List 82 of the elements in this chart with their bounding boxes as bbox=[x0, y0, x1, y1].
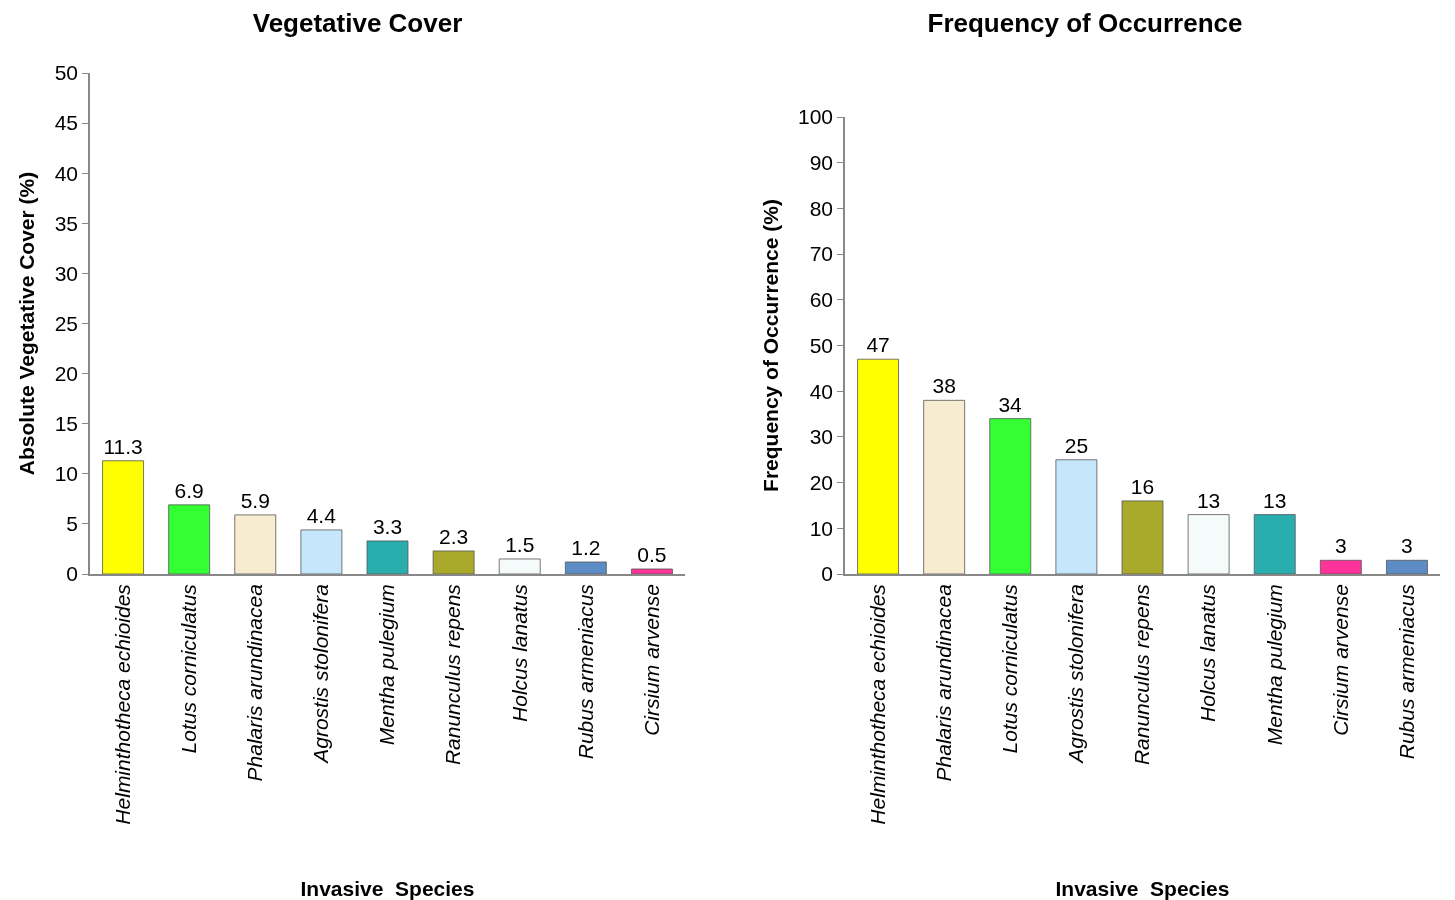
bar bbox=[1121, 500, 1164, 574]
y-tick-label: 30 bbox=[54, 261, 79, 285]
bar bbox=[1187, 514, 1230, 574]
bar bbox=[1055, 459, 1098, 574]
y-tick-label: 10 bbox=[54, 462, 79, 486]
y-tick-label: 10 bbox=[809, 516, 834, 540]
x-tick-label: Cirsium arvense bbox=[1328, 584, 1352, 736]
x-tick-label: Ranunculus repens bbox=[441, 583, 465, 766]
data-label: 3 bbox=[1401, 534, 1413, 558]
x-tick-label: Mentha pulegium bbox=[375, 584, 399, 746]
y-tick-label: 90 bbox=[809, 151, 834, 175]
x-tick-label: Cirsium arvense bbox=[639, 584, 663, 736]
x-axis-title: Invasive Species bbox=[300, 877, 475, 900]
data-label: 2.3 bbox=[439, 524, 469, 548]
x-tick-label: Holcus lanatus bbox=[1196, 583, 1220, 722]
y-tick-label: 20 bbox=[809, 470, 834, 494]
x-tick-label: Lotus corniculatus bbox=[998, 583, 1022, 754]
x-tick-label: Lotus corniculatus bbox=[176, 583, 200, 754]
chart-title: Vegetative Cover bbox=[252, 7, 463, 38]
y-tick-label: 80 bbox=[809, 196, 834, 220]
y-tick-label: 15 bbox=[54, 412, 79, 436]
bar bbox=[300, 529, 343, 574]
y-tick-label: 0 bbox=[66, 562, 79, 586]
data-label: 47 bbox=[866, 333, 890, 357]
y-tick-label: 5 bbox=[66, 512, 79, 536]
data-label: 5.9 bbox=[240, 488, 270, 512]
bar bbox=[102, 460, 144, 574]
y-tick-label: 45 bbox=[54, 111, 79, 135]
y-axis-title: Absolute Vegetative Cover (%) bbox=[15, 171, 39, 476]
x-tick-label: Mentha pulegium bbox=[1262, 584, 1286, 746]
bar bbox=[1319, 559, 1362, 574]
chart-title: Frequency of Occurrence bbox=[927, 7, 1243, 38]
data-label: 38 bbox=[932, 374, 956, 398]
y-tick-label: 70 bbox=[809, 242, 834, 266]
x-tick-label: Phalaris arundinacea bbox=[931, 584, 955, 782]
bar bbox=[1386, 559, 1428, 574]
data-label: 16 bbox=[1130, 474, 1155, 498]
x-tick-label: Ranunculus repens bbox=[1130, 583, 1154, 766]
y-tick-label: 0 bbox=[821, 562, 834, 586]
data-label: 13 bbox=[1196, 488, 1221, 512]
bar bbox=[432, 550, 475, 574]
y-tick-label: 50 bbox=[54, 61, 79, 85]
bar bbox=[564, 561, 607, 574]
x-tick-label: Phalaris arundinacea bbox=[243, 584, 267, 782]
x-axis-title: Invasive Species bbox=[1055, 877, 1230, 900]
x-tick-label: Rubus armeniacus bbox=[1394, 583, 1418, 760]
bar bbox=[857, 358, 899, 574]
y-tick-label: 20 bbox=[54, 361, 79, 385]
bar bbox=[366, 540, 409, 574]
bar bbox=[498, 558, 541, 574]
y-axis-title: Frequency of Occurrence (%) bbox=[758, 199, 782, 492]
data-label: 11.3 bbox=[103, 434, 143, 458]
y-tick-label: 60 bbox=[809, 288, 834, 312]
data-label: 6.9 bbox=[174, 478, 204, 502]
data-label: 4.4 bbox=[306, 503, 337, 527]
bar bbox=[234, 514, 277, 574]
bar bbox=[989, 418, 1032, 574]
x-tick-label: Helminthotheca echioides bbox=[865, 583, 889, 825]
y-tick-label: 35 bbox=[54, 211, 79, 235]
data-label: 3 bbox=[1334, 534, 1347, 558]
data-label: 3.3 bbox=[372, 514, 403, 538]
x-tick-label: Agrostis stolonifera bbox=[1064, 584, 1088, 765]
data-label: 34 bbox=[998, 392, 1023, 416]
data-label: 1.5 bbox=[505, 532, 535, 556]
data-label: 25 bbox=[1064, 433, 1089, 457]
y-tick-label: 25 bbox=[54, 311, 79, 335]
bar bbox=[168, 504, 211, 574]
x-tick-label: Agrostis stolonifera bbox=[309, 584, 333, 765]
data-label: 0.5 bbox=[637, 542, 667, 566]
y-tick-label: 40 bbox=[809, 379, 834, 403]
bar bbox=[1253, 514, 1296, 574]
y-tick-label: 30 bbox=[809, 425, 834, 449]
bar bbox=[923, 399, 966, 574]
x-tick-label: Rubus armeniacus bbox=[573, 583, 597, 760]
x-tick-label: Holcus lanatus bbox=[507, 583, 531, 722]
data-label: 13 bbox=[1263, 488, 1287, 512]
data-label: 1.2 bbox=[571, 535, 601, 559]
y-tick-label: 50 bbox=[809, 333, 834, 357]
bar bbox=[631, 568, 673, 574]
y-tick-label: 40 bbox=[54, 161, 79, 185]
y-tick-label: 100 bbox=[798, 105, 834, 129]
x-tick-label: Helminthotheca echioides bbox=[110, 583, 134, 825]
